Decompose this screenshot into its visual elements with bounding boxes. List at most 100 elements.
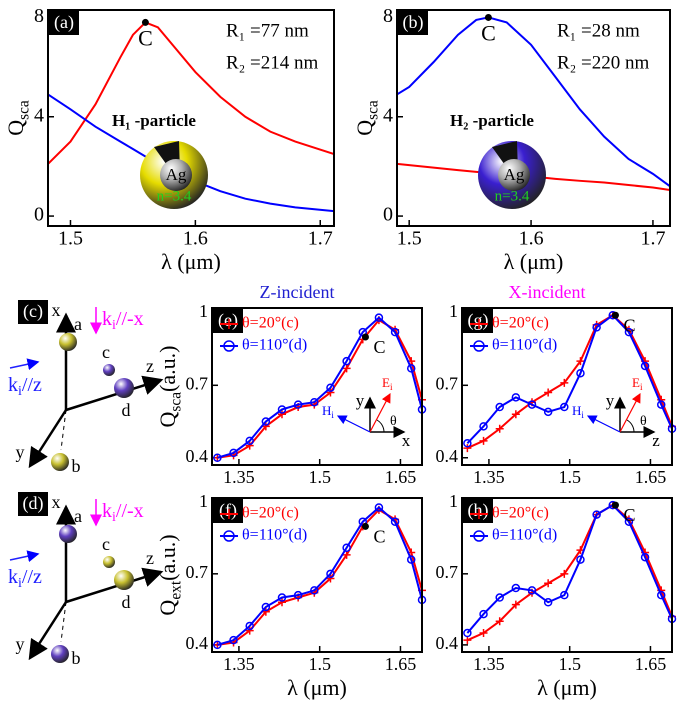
point-label: C (623, 505, 635, 525)
marker (511, 410, 520, 419)
marker (261, 607, 270, 616)
text-part: Q (3, 120, 28, 136)
y-tick-label: 1 (449, 491, 458, 511)
y-tick-label: 0 (383, 204, 393, 226)
particle-label: c (102, 534, 110, 554)
marker (463, 439, 472, 448)
marker (560, 590, 569, 600)
marker (213, 453, 222, 463)
guide (60, 601, 67, 643)
core-label: Ag (504, 165, 525, 184)
marker (326, 388, 335, 397)
subscript: i (18, 576, 22, 591)
x-tick-label: 1.35 (473, 654, 505, 674)
axis (65, 567, 164, 604)
y-tick-label: 0.4 (436, 633, 459, 653)
legend-label: θ=20°(c) (492, 315, 549, 332)
particle-label: b (72, 456, 81, 476)
x-tick-label: 1.5 (558, 654, 581, 674)
marker (342, 356, 351, 366)
marker (656, 590, 666, 600)
panel-label-box (463, 309, 493, 333)
series-line (397, 16, 670, 188)
text-part: E (632, 375, 640, 390)
y-tick-label: 0.4 (186, 446, 209, 466)
chart-title: Z-incident (260, 282, 335, 302)
marker (592, 323, 601, 332)
marker (342, 550, 351, 559)
marker (406, 555, 416, 564)
inset-angle: θ (390, 414, 397, 429)
y-axis-label: Qsca(a.u.) (155, 346, 184, 428)
subscript: i (640, 382, 643, 392)
marker (656, 400, 666, 409)
x-tick-label: 1.5 (308, 467, 331, 487)
particle (114, 378, 134, 398)
axis-label: x (52, 492, 61, 512)
note: R₂ =220 nm (557, 52, 650, 73)
marker (560, 378, 569, 387)
y-axis-label: Qsca (3, 100, 32, 136)
particle (103, 364, 115, 376)
x-tick-label: 1.5 (558, 467, 581, 487)
legend-label: θ=110°(d) (492, 337, 557, 354)
text-part: Q (352, 120, 377, 136)
marker (278, 598, 286, 607)
plot-frame (396, 9, 671, 227)
marker (592, 510, 601, 519)
marker (479, 422, 488, 431)
text-part: E (382, 375, 390, 390)
inset-h-label: Hi (572, 403, 584, 420)
inset-axis-label: z (652, 431, 660, 450)
marker (406, 364, 416, 373)
marker (277, 593, 287, 602)
marker (342, 364, 351, 373)
marker (479, 609, 488, 619)
legend-label: θ=110°(d) (492, 527, 557, 544)
marker (293, 400, 303, 409)
marker (543, 597, 553, 607)
point-label: C (481, 20, 496, 45)
x-tick-label: 1.6 (519, 228, 544, 250)
subscript: i (390, 382, 393, 392)
note: R₁ =28 nm (557, 20, 640, 41)
x-tick-label: 1.65 (635, 654, 667, 674)
particle-name: H₂ -particle (450, 111, 534, 130)
marker (229, 448, 238, 458)
y-tick-label: 4 (383, 104, 393, 126)
marker (527, 586, 537, 595)
marker (277, 405, 287, 414)
marker (310, 397, 319, 407)
axis-label: z (146, 548, 154, 568)
inset-e-label: Ei (382, 375, 393, 392)
marker (495, 424, 504, 433)
legend-marker (473, 530, 485, 542)
marker (544, 388, 553, 397)
point-c (361, 522, 369, 530)
text-part: //-x (116, 308, 144, 330)
y-tick-label: 4 (34, 104, 44, 126)
point-c (484, 13, 492, 21)
text-part: k (8, 374, 18, 396)
y-tick-label: 0.7 (186, 562, 209, 582)
x-axis-label: λ (μm) (537, 675, 597, 700)
y-tick-label: 1 (449, 301, 458, 321)
marker (245, 441, 254, 450)
marker (543, 407, 553, 417)
marker (213, 640, 222, 650)
inset-angle: θ (640, 414, 647, 429)
subscript: i (112, 318, 116, 333)
panel-label: (f) (219, 500, 237, 521)
marker (560, 569, 569, 578)
particle (114, 570, 134, 590)
marker (261, 422, 270, 431)
beam-label: ki//z (8, 374, 42, 400)
panel-label: (b) (403, 12, 424, 33)
y-tick-label: 8 (383, 5, 393, 27)
marker (278, 410, 286, 419)
inset-e-label: Ei (632, 375, 643, 392)
marker (640, 552, 650, 562)
subscript: ext (167, 580, 184, 600)
marker (624, 517, 634, 526)
inset-h-label: Hi (322, 403, 334, 420)
